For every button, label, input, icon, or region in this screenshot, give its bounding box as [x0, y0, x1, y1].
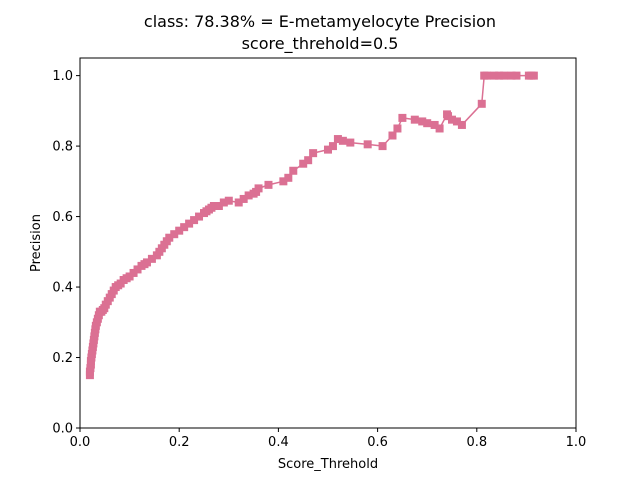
data-point — [338, 136, 347, 145]
x-tick-label: 0.6 — [367, 435, 388, 450]
y-tick-label: 0.2 — [52, 351, 73, 366]
plot-area — [85, 71, 538, 380]
data-point — [500, 71, 509, 80]
x-tick-label: 0.8 — [466, 435, 487, 450]
chart-subtitle: score_threhold=0.5 — [242, 34, 399, 54]
data-point — [264, 180, 273, 189]
x-tick-label: 1.0 — [566, 435, 587, 450]
data-point — [147, 254, 156, 263]
data-point — [224, 196, 233, 205]
data-point — [209, 202, 218, 210]
y-tick-label: 0.0 — [52, 422, 73, 437]
plot-frame — [79, 57, 577, 429]
y-tick-label: 0.4 — [52, 281, 73, 296]
series-line — [89, 74, 534, 376]
data-point — [410, 115, 419, 124]
data-point — [507, 71, 516, 80]
y-tick-label: 0.8 — [52, 140, 73, 155]
x-tick-label: 0.2 — [169, 435, 190, 450]
data-point — [195, 212, 204, 221]
data-point — [299, 159, 308, 168]
x-tick-label: 0.4 — [268, 435, 289, 450]
y-tick-label: 0.6 — [52, 210, 73, 225]
data-point — [448, 115, 456, 124]
data-point — [495, 71, 504, 80]
data-point — [142, 258, 151, 267]
data-point — [477, 99, 486, 108]
data-point — [165, 233, 174, 242]
data-point — [284, 173, 293, 182]
data-point — [219, 198, 228, 207]
data-point — [430, 120, 439, 129]
data-point — [512, 71, 521, 80]
data-point — [346, 138, 355, 147]
data-point — [289, 166, 298, 175]
data-point — [309, 149, 318, 158]
data-point — [190, 216, 199, 225]
data-point — [175, 226, 184, 235]
data-point — [254, 184, 263, 193]
data-point — [482, 71, 491, 80]
data-point — [180, 223, 189, 232]
data-point — [452, 117, 461, 126]
data-point — [214, 202, 223, 210]
data-point — [279, 177, 288, 186]
y-tick-label: 1.0 — [52, 69, 73, 84]
data-point — [304, 156, 313, 165]
data-point — [435, 124, 444, 133]
data-point — [490, 71, 499, 80]
data-point — [244, 191, 253, 200]
data-point — [234, 198, 243, 207]
y-axis-label: Precision — [29, 214, 44, 272]
data-point — [378, 142, 387, 151]
data-point — [398, 113, 407, 122]
data-point — [457, 120, 466, 129]
data-point — [529, 71, 538, 80]
chart-title: class: 78.38% = E-metamyelocyte Precisio… — [144, 12, 496, 31]
data-point — [170, 230, 179, 239]
x-axis-label: Score_Threhold — [278, 457, 378, 472]
data-point — [418, 117, 427, 126]
data-point — [324, 145, 332, 154]
data-point — [328, 142, 337, 151]
data-point — [388, 131, 397, 140]
data-point — [363, 140, 372, 149]
data-point — [239, 194, 248, 203]
data-point — [423, 119, 432, 128]
data-point — [333, 135, 342, 144]
data-point — [393, 124, 402, 133]
x-tick-label: 0.0 — [70, 435, 91, 450]
data-point — [185, 219, 194, 228]
